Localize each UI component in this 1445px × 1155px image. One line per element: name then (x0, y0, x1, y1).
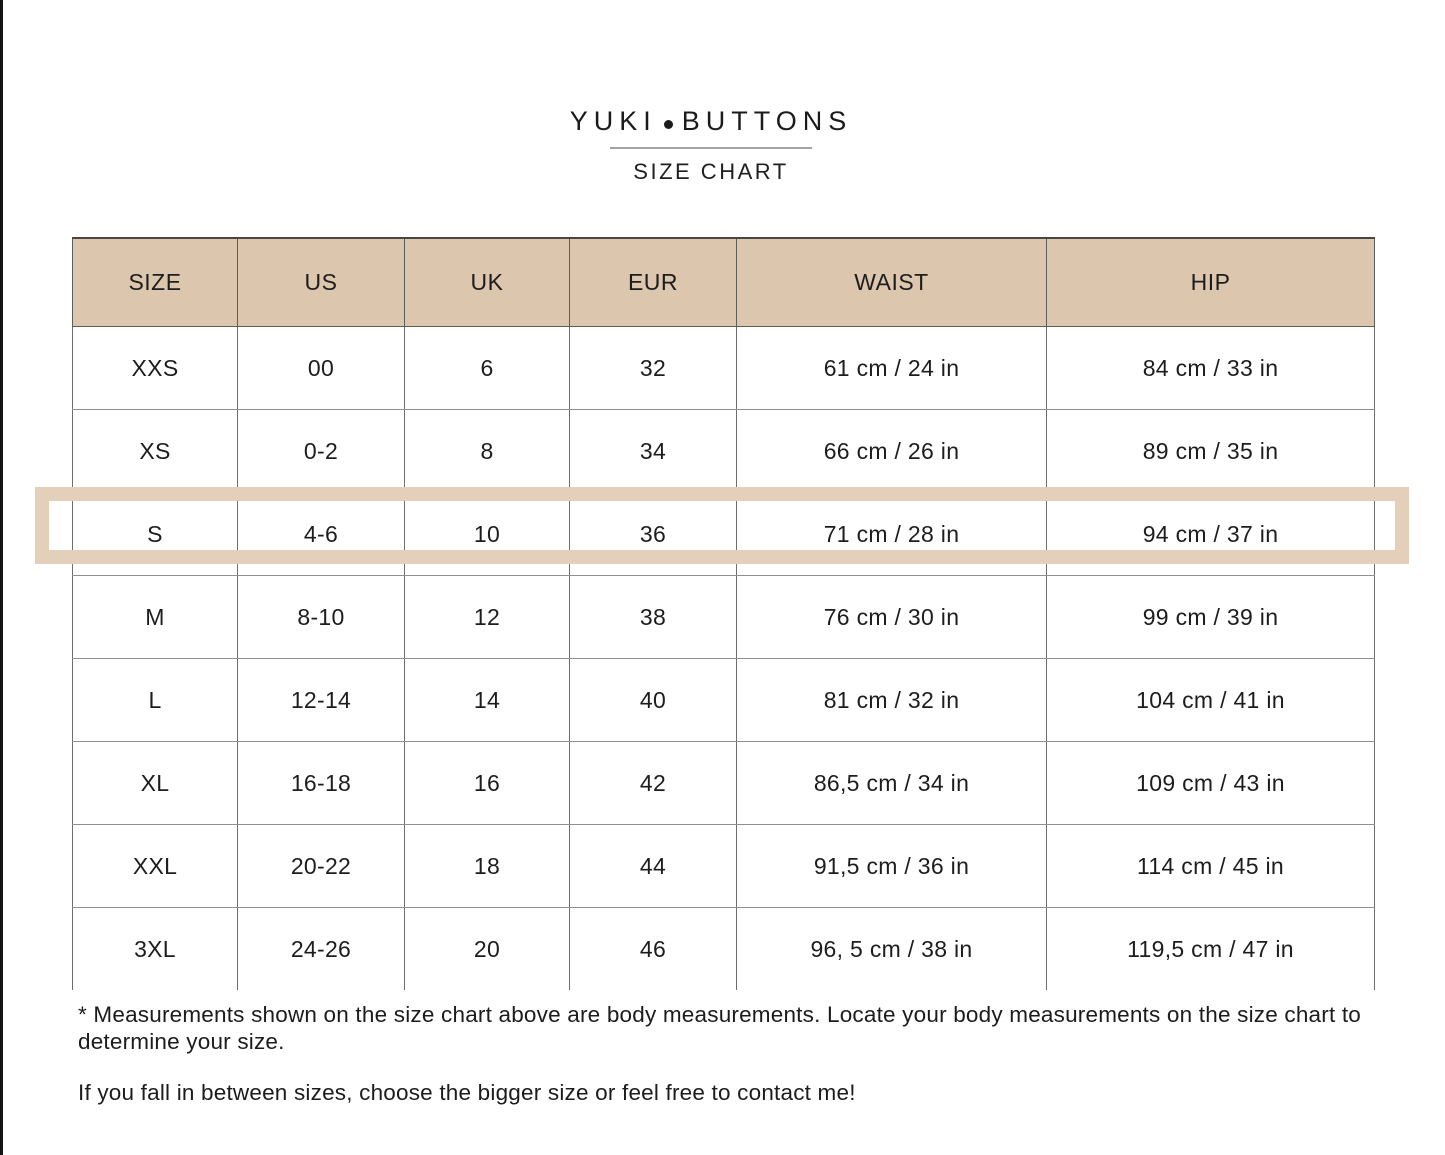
title-underline (610, 147, 812, 149)
cell-hip: 114 cm / 45 in (1046, 824, 1375, 908)
col-header-us: US (237, 237, 405, 327)
table-row-m: M 8-10 12 38 76 cm / 30 in 99 cm / 39 in (72, 575, 1375, 659)
cell-us: 24-26 (237, 907, 405, 990)
table-header-row: SIZE US UK EUR WAIST HIP (72, 237, 1375, 327)
cell-hip: 109 cm / 43 in (1046, 741, 1375, 825)
col-header-size: SIZE (72, 237, 238, 327)
table-row-xs: XS 0-2 8 34 66 cm / 26 in 89 cm / 35 in (72, 409, 1375, 493)
cell-hip: 94 cm / 37 in (1046, 492, 1375, 576)
left-edge-line (0, 0, 3, 1155)
table-row-l: L 12-14 14 40 81 cm / 32 in 104 cm / 41 … (72, 658, 1375, 742)
cell-size: XXL (72, 824, 238, 908)
cell-uk: 20 (404, 907, 570, 990)
cell-waist: 86,5 cm / 34 in (736, 741, 1047, 825)
cell-size: 3XL (72, 907, 238, 990)
cell-us: 0-2 (237, 409, 405, 493)
footer-notes: * Measurements shown on the size chart a… (78, 1002, 1378, 1107)
cell-us: 16-18 (237, 741, 405, 825)
cell-uk: 16 (404, 741, 570, 825)
col-header-waist: WAIST (736, 237, 1047, 327)
cell-size: L (72, 658, 238, 742)
brand-separator-dot-icon (663, 120, 673, 129)
col-header-hip: HIP (1046, 237, 1375, 327)
cell-us: 4-6 (237, 492, 405, 576)
brand-name-left: YUKI (569, 106, 657, 136)
cell-hip: 89 cm / 35 in (1046, 409, 1375, 493)
cell-us: 8-10 (237, 575, 405, 659)
measurement-note: * Measurements shown on the size chart a… (78, 1002, 1362, 1054)
brand-block: YUKI BUTTONS SIZE CHART (0, 106, 1422, 185)
cell-uk: 18 (404, 824, 570, 908)
brand-title: YUKI BUTTONS (0, 106, 1422, 137)
table-row-s-highlighted: S 4-6 10 36 71 cm / 28 in 94 cm / 37 in (72, 492, 1375, 576)
cell-us: 00 (237, 326, 405, 410)
cell-eur: 38 (569, 575, 737, 659)
table-row-3xl: 3XL 24-26 20 46 96, 5 cm / 38 in 119,5 c… (72, 907, 1375, 990)
cell-waist: 71 cm / 28 in (736, 492, 1047, 576)
brand-name-right: BUTTONS (681, 106, 853, 136)
cell-us: 12-14 (237, 658, 405, 742)
col-header-uk: UK (404, 237, 570, 327)
cell-waist: 61 cm / 24 in (736, 326, 1047, 410)
table-row-xl: XL 16-18 16 42 86,5 cm / 34 in 109 cm / … (72, 741, 1375, 825)
table-row-xxl: XXL 20-22 18 44 91,5 cm / 36 in 114 cm /… (72, 824, 1375, 908)
cell-eur: 34 (569, 409, 737, 493)
size-chart-table: SIZE US UK EUR WAIST HIP XXS 00 6 32 61 … (72, 237, 1375, 990)
cell-eur: 46 (569, 907, 737, 990)
cell-eur: 32 (569, 326, 737, 410)
cell-uk: 10 (404, 492, 570, 576)
cell-hip: 84 cm / 33 in (1046, 326, 1375, 410)
cell-hip: 99 cm / 39 in (1046, 575, 1375, 659)
cell-waist: 91,5 cm / 36 in (736, 824, 1047, 908)
cell-waist: 96, 5 cm / 38 in (736, 907, 1047, 990)
cell-eur: 42 (569, 741, 737, 825)
cell-uk: 12 (404, 575, 570, 659)
cell-size: XS (72, 409, 238, 493)
cell-us: 20-22 (237, 824, 405, 908)
cell-size: S (72, 492, 238, 576)
cell-uk: 6 (404, 326, 570, 410)
cell-eur: 40 (569, 658, 737, 742)
cell-waist: 76 cm / 30 in (736, 575, 1047, 659)
cell-size: XXS (72, 326, 238, 410)
cell-size: XL (72, 741, 238, 825)
cell-uk: 8 (404, 409, 570, 493)
between-sizes-note: If you fall in between sizes, choose the… (78, 1080, 856, 1105)
cell-eur: 36 (569, 492, 737, 576)
page-subtitle: SIZE CHART (633, 159, 789, 184)
table-row-xxs: XXS 00 6 32 61 cm / 24 in 84 cm / 33 in (72, 326, 1375, 410)
cell-hip: 119,5 cm / 47 in (1046, 907, 1375, 990)
cell-hip: 104 cm / 41 in (1046, 658, 1375, 742)
col-header-eur: EUR (569, 237, 737, 327)
cell-uk: 14 (404, 658, 570, 742)
cell-waist: 81 cm / 32 in (736, 658, 1047, 742)
cell-waist: 66 cm / 26 in (736, 409, 1047, 493)
cell-eur: 44 (569, 824, 737, 908)
cell-size: M (72, 575, 238, 659)
